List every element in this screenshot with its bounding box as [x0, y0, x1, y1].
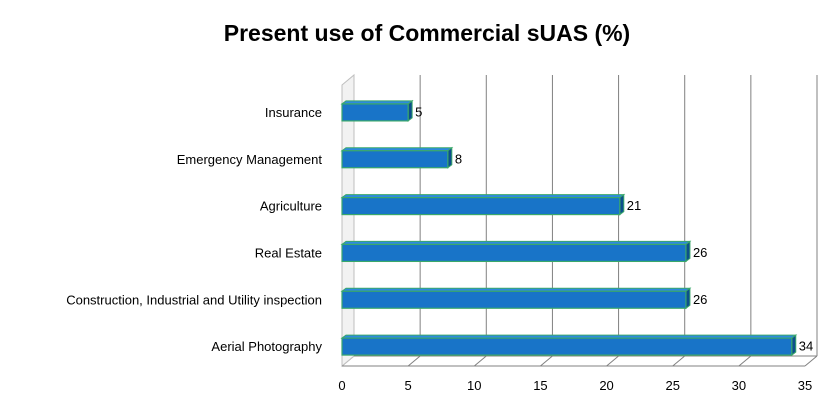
category-label: Agriculture — [260, 199, 322, 214]
data-label: 26 — [693, 245, 707, 260]
bar — [340, 334, 798, 357]
bar-front-face — [341, 337, 793, 356]
x-tick-label: 0 — [338, 378, 345, 393]
bar — [340, 193, 626, 216]
bar-side-face — [447, 146, 453, 169]
axis-layer: 0 5 10 15 20 25 30 35 — [338, 355, 817, 393]
floor-tick-line — [407, 355, 421, 367]
x-tick-label: 20 — [599, 378, 613, 393]
floor-tick-line — [738, 355, 752, 367]
grid-layer — [341, 73, 818, 368]
category-label: Real Estate — [255, 245, 322, 260]
x-tick-label: 30 — [732, 378, 746, 393]
bar-front-face — [341, 243, 687, 263]
bar — [340, 287, 692, 310]
x-tick-label: 15 — [533, 378, 547, 393]
floor-tick-line — [804, 355, 818, 367]
bar — [340, 240, 692, 263]
bars-layer — [340, 99, 798, 357]
x-tick-label: 25 — [665, 378, 679, 393]
bar-front-face — [341, 103, 409, 122]
data-label: 34 — [799, 339, 813, 354]
labels-layer: Insurance 5 Emergency Management 8 Agricultu… — [66, 104, 813, 354]
x-tick-label: 5 — [405, 378, 412, 393]
floor-tick-line — [473, 355, 487, 367]
chart-title: Present use of Commercial sUAS (%) — [224, 20, 630, 46]
x-tick-label: 10 — [467, 378, 481, 393]
data-label: 5 — [415, 104, 422, 119]
floor-tick-line — [672, 355, 686, 367]
category-label: Aerial Photography — [211, 339, 322, 354]
bar-front-face — [341, 150, 449, 169]
bar — [340, 99, 414, 122]
data-label: 26 — [693, 292, 707, 307]
category-label: Construction, Industrial and Utility ins… — [66, 292, 322, 307]
floor-tick-line — [540, 355, 553, 367]
category-label: Insurance — [265, 105, 322, 120]
bar — [340, 146, 454, 169]
bar-front-face — [341, 196, 621, 216]
category-label: Emergency Management — [177, 152, 323, 167]
floor-tick-line — [606, 355, 619, 367]
bar-front-face — [341, 290, 687, 309]
data-label: 21 — [627, 198, 641, 213]
data-label: 8 — [455, 151, 462, 166]
x-tick-label: 35 — [798, 378, 812, 393]
